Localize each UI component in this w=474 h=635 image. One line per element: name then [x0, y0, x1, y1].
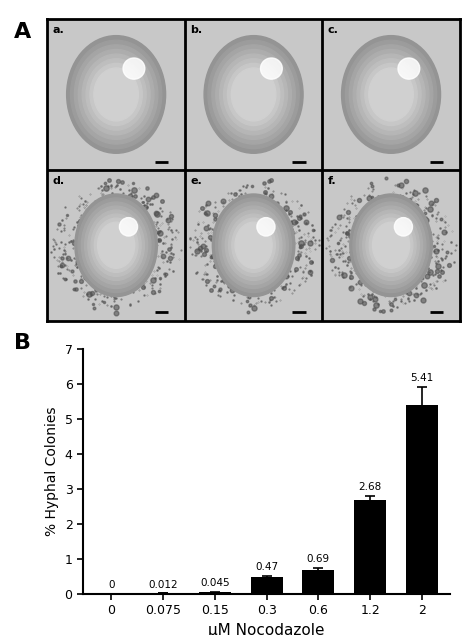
- Ellipse shape: [228, 64, 280, 126]
- Ellipse shape: [94, 68, 138, 121]
- Ellipse shape: [82, 54, 150, 135]
- Ellipse shape: [363, 210, 419, 281]
- Ellipse shape: [361, 59, 421, 130]
- Ellipse shape: [204, 36, 303, 153]
- Text: e.: e.: [191, 176, 202, 186]
- Ellipse shape: [208, 40, 299, 149]
- Ellipse shape: [216, 50, 292, 140]
- Y-axis label: % Hyphal Colonies: % Hyphal Colonies: [45, 407, 59, 536]
- Text: 5.41: 5.41: [410, 373, 433, 383]
- Ellipse shape: [85, 206, 147, 284]
- Ellipse shape: [212, 194, 295, 297]
- Ellipse shape: [360, 206, 422, 284]
- Ellipse shape: [369, 218, 413, 272]
- Ellipse shape: [219, 202, 288, 288]
- Ellipse shape: [222, 206, 285, 284]
- Ellipse shape: [225, 210, 282, 281]
- Ellipse shape: [357, 54, 425, 135]
- Bar: [251, 577, 283, 594]
- Text: 0: 0: [108, 580, 115, 591]
- Ellipse shape: [224, 59, 283, 130]
- Ellipse shape: [216, 198, 292, 293]
- Ellipse shape: [235, 222, 272, 269]
- Ellipse shape: [350, 194, 432, 297]
- Text: A: A: [14, 22, 31, 42]
- Ellipse shape: [228, 214, 279, 276]
- Ellipse shape: [356, 202, 426, 288]
- Ellipse shape: [212, 45, 295, 144]
- Ellipse shape: [349, 45, 433, 144]
- Ellipse shape: [78, 50, 154, 140]
- Ellipse shape: [342, 36, 440, 153]
- Bar: [406, 404, 438, 594]
- Ellipse shape: [261, 58, 283, 79]
- Ellipse shape: [82, 202, 151, 288]
- Ellipse shape: [78, 198, 154, 293]
- Ellipse shape: [365, 64, 417, 126]
- Ellipse shape: [366, 214, 416, 276]
- Bar: [354, 500, 386, 594]
- Text: c.: c.: [328, 25, 339, 35]
- Ellipse shape: [353, 50, 429, 140]
- Text: f.: f.: [328, 176, 337, 186]
- Text: 2.68: 2.68: [358, 483, 382, 493]
- Ellipse shape: [75, 194, 157, 297]
- Bar: [199, 592, 231, 594]
- Text: d.: d.: [53, 176, 65, 186]
- Ellipse shape: [74, 45, 158, 144]
- Ellipse shape: [398, 58, 420, 79]
- Ellipse shape: [88, 210, 145, 281]
- Ellipse shape: [353, 198, 429, 293]
- Bar: [302, 570, 334, 594]
- Text: a.: a.: [53, 25, 64, 35]
- Ellipse shape: [91, 214, 141, 276]
- Ellipse shape: [119, 218, 137, 236]
- Text: 0.47: 0.47: [255, 562, 278, 572]
- Ellipse shape: [123, 58, 145, 79]
- Ellipse shape: [394, 218, 412, 236]
- Ellipse shape: [86, 59, 146, 130]
- Ellipse shape: [369, 68, 413, 121]
- Ellipse shape: [346, 40, 437, 149]
- Ellipse shape: [94, 218, 138, 272]
- Ellipse shape: [219, 54, 288, 135]
- Text: b.: b.: [191, 25, 202, 35]
- Ellipse shape: [231, 68, 276, 121]
- Ellipse shape: [98, 222, 135, 269]
- Ellipse shape: [257, 218, 275, 236]
- Ellipse shape: [90, 64, 142, 126]
- Text: B: B: [14, 333, 31, 353]
- Text: 0.045: 0.045: [200, 578, 230, 588]
- Ellipse shape: [67, 36, 165, 153]
- Text: 0.69: 0.69: [307, 554, 330, 564]
- Ellipse shape: [232, 218, 275, 272]
- Ellipse shape: [71, 40, 162, 149]
- Ellipse shape: [373, 222, 410, 269]
- Text: 0.012: 0.012: [148, 580, 178, 590]
- X-axis label: μM Nocodazole: μM Nocodazole: [209, 623, 325, 635]
